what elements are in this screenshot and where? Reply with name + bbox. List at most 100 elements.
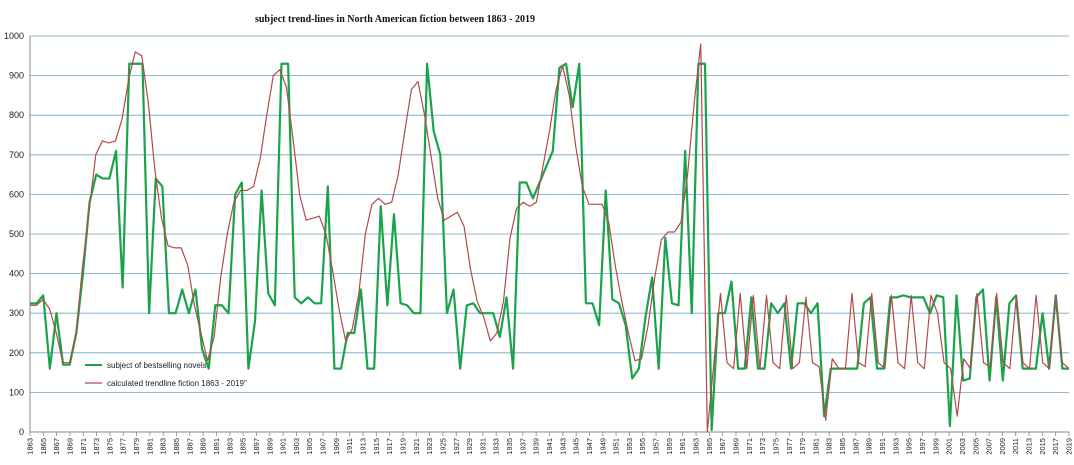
legend-label-trendline: calculated trendline fiction 1863 - 2019… bbox=[107, 379, 247, 388]
x-tick-label: 1927 bbox=[452, 438, 461, 455]
x-tick-label: 1979 bbox=[798, 438, 807, 455]
x-tick-label: 2007 bbox=[985, 438, 994, 455]
x-tick-label: 1925 bbox=[438, 438, 447, 455]
series-line-bestselling bbox=[30, 62, 1069, 432]
series-layer bbox=[30, 43, 1070, 433]
x-tick-label: 1911 bbox=[345, 438, 354, 454]
legend: subject of bestselling novels calculated… bbox=[85, 361, 247, 388]
x-tick-label: 1917 bbox=[385, 438, 394, 455]
x-tick-label: 1899 bbox=[265, 438, 274, 455]
y-tick-label: 900 bbox=[9, 71, 24, 81]
x-tick-label: 1981 bbox=[811, 438, 820, 455]
x-tick-label: 1977 bbox=[785, 438, 794, 455]
x-tick-label: 1967 bbox=[718, 438, 727, 455]
x-tick-label: 1995 bbox=[905, 438, 914, 455]
x-tick-label: 1863 bbox=[26, 438, 35, 455]
x-tick-label: 1883 bbox=[159, 438, 168, 455]
x-tick-label: 1885 bbox=[172, 438, 181, 455]
x-tick-label: 1983 bbox=[825, 438, 834, 455]
x-tick-label: 1909 bbox=[332, 438, 341, 455]
x-tick-label: 1953 bbox=[625, 438, 634, 455]
x-tick-label: 1893 bbox=[225, 438, 234, 455]
x-tick-label: 1887 bbox=[185, 438, 194, 455]
x-tick-label: 1939 bbox=[532, 438, 541, 455]
x-tick-label: 1975 bbox=[771, 438, 780, 455]
x-tick-label: 1937 bbox=[518, 438, 527, 455]
x-tick-label: 1973 bbox=[758, 438, 767, 455]
x-tick-label: 1963 bbox=[692, 438, 701, 455]
x-tick-label: 1891 bbox=[212, 438, 221, 455]
x-tick-label: 1955 bbox=[638, 438, 647, 455]
x-tick-label: 1873 bbox=[92, 438, 101, 455]
x-tick-label: 1875 bbox=[105, 438, 114, 455]
x-tick-label: 1971 bbox=[745, 438, 754, 455]
x-tick-label: 1961 bbox=[678, 438, 687, 455]
x-tick-label: 1889 bbox=[199, 438, 208, 455]
y-tick-label: 600 bbox=[9, 189, 24, 199]
x-tick-label: 1905 bbox=[305, 438, 314, 455]
x-tick-label: 1921 bbox=[412, 438, 421, 455]
x-tick-label: 1867 bbox=[52, 438, 61, 455]
x-tick-label: 1969 bbox=[731, 438, 740, 455]
series-line-trendline bbox=[30, 43, 1070, 433]
x-tick-label: 1915 bbox=[372, 438, 381, 455]
x-tick-label: 1903 bbox=[292, 438, 301, 455]
x-tick-label: 1959 bbox=[665, 438, 674, 455]
x-tick-label: 1993 bbox=[891, 438, 900, 455]
x-tick-label: 1881 bbox=[145, 438, 154, 455]
x-tick-label: 1907 bbox=[319, 438, 328, 455]
x-tick-label: 1901 bbox=[279, 438, 288, 455]
x-tick-label: 1943 bbox=[558, 438, 567, 455]
x-tick-label: 2001 bbox=[945, 438, 954, 455]
x-tick-label: 1931 bbox=[478, 438, 487, 455]
x-tick-label: 1897 bbox=[252, 438, 261, 455]
y-tick-label: 200 bbox=[9, 348, 24, 358]
x-tick-label: 1997 bbox=[918, 438, 927, 455]
y-tick-label: 300 bbox=[9, 308, 24, 318]
y-axis-ticks: 0 100 200 300 400 500 600 700 800 900 1000 bbox=[4, 31, 24, 437]
x-axis-ticks: 1863 1865 1867 1869 1871 1873 1875 1877 1879 1881… bbox=[26, 432, 1074, 455]
y-tick-label: 800 bbox=[9, 110, 24, 120]
x-tick-label: 1923 bbox=[425, 438, 434, 455]
x-tick-label: 1919 bbox=[398, 438, 407, 455]
x-tick-label: 1869 bbox=[65, 438, 74, 455]
y-tick-label: 100 bbox=[9, 387, 24, 397]
x-tick-label: 2005 bbox=[971, 438, 980, 455]
x-tick-label: 1895 bbox=[239, 438, 248, 455]
x-tick-label: 1877 bbox=[119, 438, 128, 455]
x-tick-label: 2013 bbox=[1025, 438, 1034, 455]
x-tick-label: 1871 bbox=[79, 438, 88, 455]
x-tick-label: 1991 bbox=[878, 438, 887, 455]
x-tick-label: 1935 bbox=[505, 438, 514, 455]
x-tick-label: 1913 bbox=[359, 438, 368, 455]
x-tick-label: 1947 bbox=[585, 438, 594, 455]
x-tick-label: 1933 bbox=[492, 438, 501, 455]
chart-title: subject trend-lines in North American fi… bbox=[255, 14, 535, 25]
x-tick-label: 1879 bbox=[132, 438, 141, 455]
y-tick-label: 0 bbox=[19, 427, 24, 437]
x-tick-label: 1999 bbox=[931, 438, 940, 455]
x-tick-label: 2015 bbox=[1038, 438, 1047, 455]
x-tick-label: 1989 bbox=[865, 438, 874, 455]
y-tick-label: 500 bbox=[9, 229, 24, 239]
x-tick-label: 1941 bbox=[545, 438, 554, 455]
x-tick-label: 1865 bbox=[39, 438, 48, 455]
x-tick-label: 1957 bbox=[652, 438, 661, 455]
x-tick-label: 2009 bbox=[998, 438, 1007, 455]
x-tick-label: 1951 bbox=[612, 438, 621, 455]
x-tick-label: 1985 bbox=[838, 438, 847, 455]
x-tick-label: 2019 bbox=[1065, 438, 1074, 455]
x-tick-label: 1987 bbox=[851, 438, 860, 455]
x-tick-label: 1929 bbox=[465, 438, 474, 455]
x-tick-label: 2011 bbox=[1011, 438, 1020, 454]
legend-label-bestselling: subject of bestselling novels bbox=[107, 361, 207, 370]
x-tick-label: 2017 bbox=[1051, 438, 1060, 455]
x-tick-label: 1949 bbox=[598, 438, 607, 455]
x-tick-label: 1965 bbox=[705, 438, 714, 455]
x-tick-label: 1945 bbox=[572, 438, 581, 455]
y-tick-label: 1000 bbox=[4, 31, 24, 41]
y-tick-label: 400 bbox=[9, 269, 24, 279]
x-tick-label: 2003 bbox=[958, 438, 967, 455]
